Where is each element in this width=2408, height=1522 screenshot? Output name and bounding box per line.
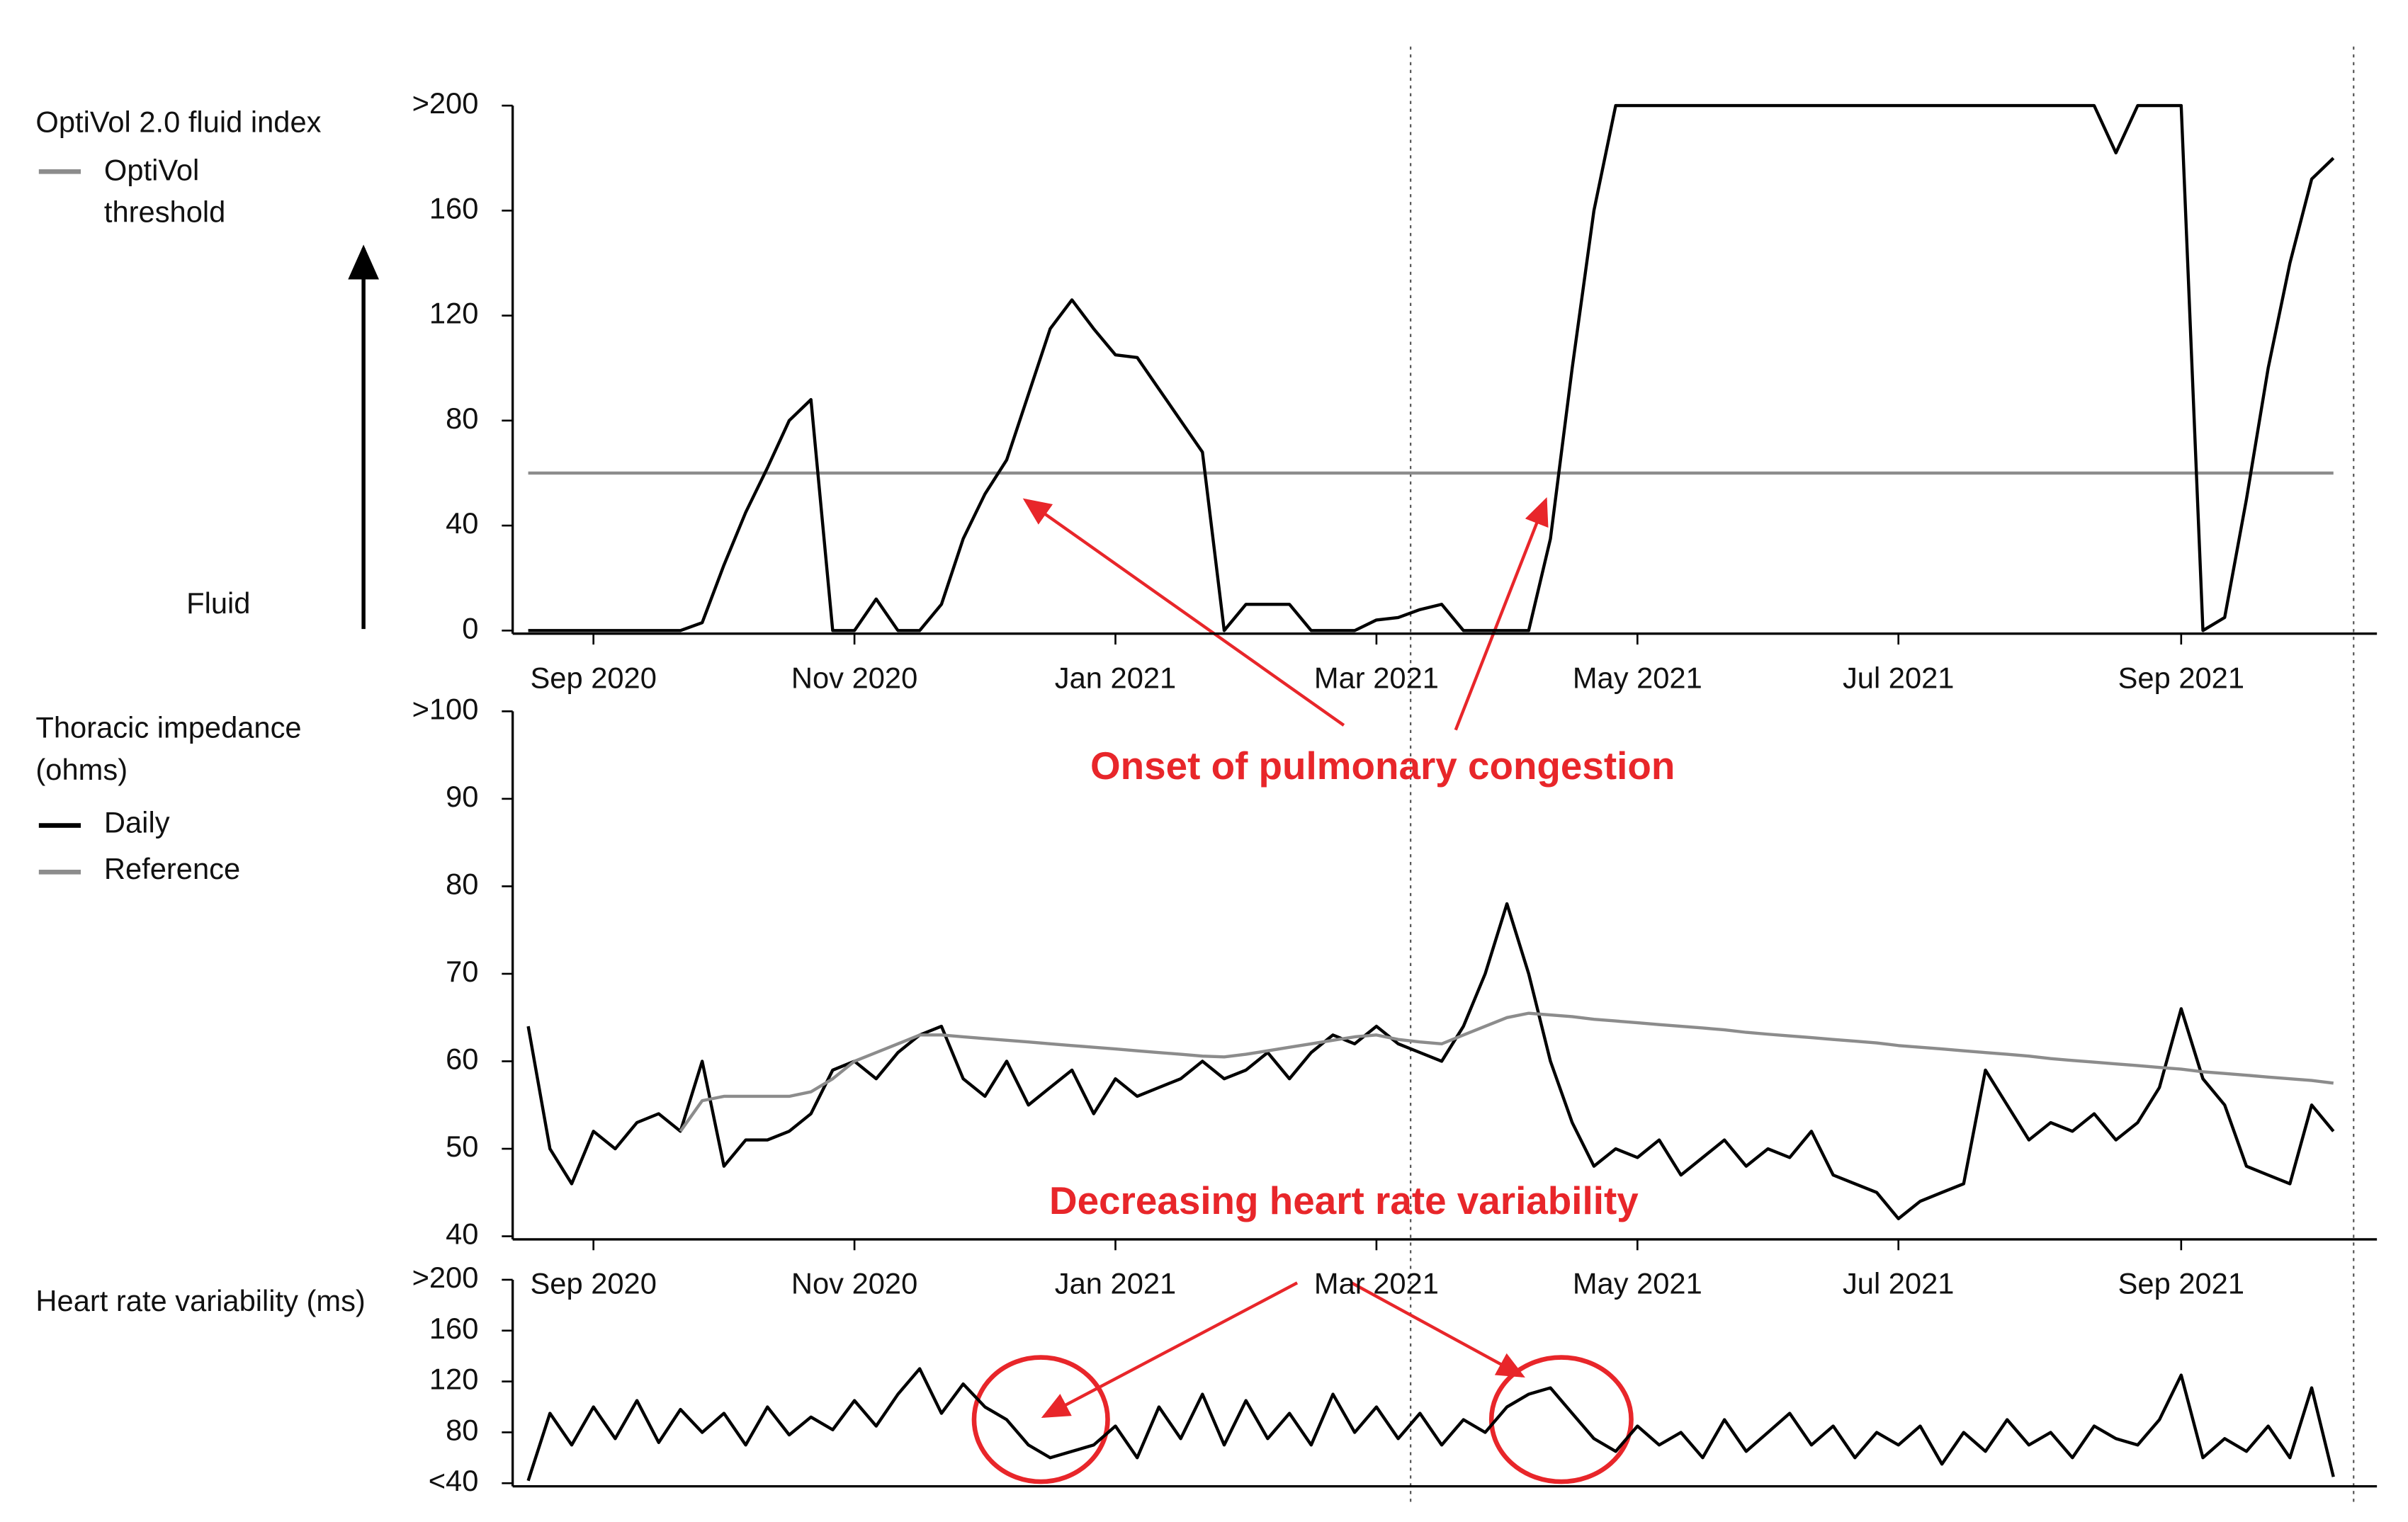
y-tick-label: 70 — [446, 955, 478, 988]
data-line — [679, 1011, 2334, 1132]
x-tick-label: Jul 2021 — [1843, 661, 1955, 694]
x-tick-label: Sep 2020 — [531, 1267, 657, 1300]
x-tick-label: May 2021 — [1573, 1267, 1702, 1300]
annotation-arrows — [971, 497, 1634, 1484]
legend-label: OptiVol threshold — [103, 155, 226, 230]
y-tick-label: 80 — [446, 1413, 478, 1446]
x-tick-label: Mar 2021 — [1314, 1267, 1439, 1300]
y-tick-label: 80 — [446, 402, 478, 435]
y-tick-label: >100 — [412, 692, 479, 725]
x-tick-label: Jul 2021 — [1843, 1267, 1955, 1300]
y-tick-label: 0 — [462, 611, 478, 644]
legend-swatch — [38, 870, 81, 875]
y-tick-label: 80 — [446, 867, 478, 900]
data-line — [528, 103, 2335, 632]
arrow — [1041, 1281, 1299, 1418]
x-tick-label: Sep 2021 — [2118, 1267, 2244, 1300]
y-axis-label: OptiVol 2.0 fluid index — [35, 107, 322, 140]
y-tick-label: 60 — [446, 1042, 478, 1075]
legend-swatch — [38, 823, 81, 828]
y-tick-label: 50 — [446, 1130, 478, 1163]
y-tick-label: 90 — [446, 780, 478, 813]
y-axis-label: Heart rate variability (ms) — [35, 1285, 366, 1319]
arrow-label: Fluid — [186, 586, 250, 620]
y-tick-label: <40 — [429, 1464, 479, 1497]
y-tick-label: 120 — [429, 1363, 479, 1396]
x-tick-label: Jan 2021 — [1055, 1267, 1176, 1300]
x-tick-label: Nov 2020 — [791, 1267, 917, 1300]
x-tick-label: Sep 2020 — [531, 661, 657, 694]
y-tick-label: >200 — [412, 1261, 479, 1294]
y-tick-label: >200 — [412, 86, 479, 120]
annotation: Onset of pulmonary congestion — [1090, 744, 1675, 788]
y-axis-label: Thoracic impedance (ohms) — [35, 712, 302, 788]
y-tick-label: 120 — [429, 297, 479, 330]
highlight-circle — [971, 1355, 1110, 1484]
arrow — [1350, 1281, 1525, 1378]
x-tick-label: Jan 2021 — [1055, 661, 1176, 694]
highlight-circle — [1488, 1355, 1634, 1484]
legend-label: Daily — [103, 807, 170, 841]
y-tick-label: 40 — [446, 1217, 478, 1251]
x-tick-label: May 2021 — [1573, 661, 1702, 694]
annotation: Decreasing heart rate variability — [1049, 1179, 1639, 1222]
data-line — [526, 902, 2335, 1220]
x-tick-label: Nov 2020 — [791, 661, 917, 694]
legend-label: Reference — [103, 854, 241, 887]
data-line — [526, 1367, 2335, 1482]
y-tick-label: 160 — [429, 1312, 479, 1345]
legend-swatch — [38, 169, 81, 174]
x-tick-label: Mar 2021 — [1314, 661, 1439, 694]
x-tick-label: Sep 2021 — [2118, 661, 2244, 694]
y-tick-label: 40 — [446, 506, 478, 540]
arrow — [1454, 497, 1549, 731]
y-tick-label: 160 — [429, 191, 479, 225]
arrow — [1022, 498, 1345, 727]
